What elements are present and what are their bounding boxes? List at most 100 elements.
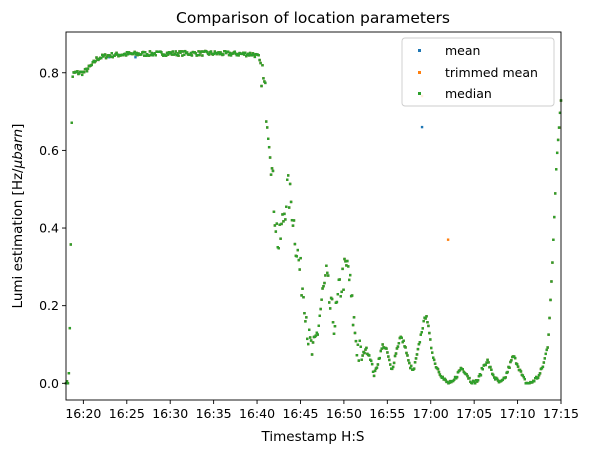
point-median — [165, 51, 169, 55]
point-median — [386, 351, 389, 354]
point-median — [182, 50, 185, 53]
point-median — [228, 51, 232, 55]
point-median — [82, 71, 86, 74]
point-median — [283, 212, 286, 216]
point-median — [292, 219, 296, 222]
point-median — [308, 328, 311, 332]
point-median — [260, 84, 263, 88]
point-median — [104, 56, 108, 60]
point-median — [90, 63, 93, 67]
point-median — [178, 50, 181, 53]
point-median — [380, 347, 383, 350]
point-median — [496, 379, 500, 382]
point-median — [348, 278, 351, 282]
point-median — [113, 54, 116, 57]
point-median — [270, 167, 274, 170]
point-median — [296, 248, 299, 252]
point-median — [183, 53, 186, 56]
point-median — [293, 242, 297, 246]
point-median — [396, 345, 400, 348]
point-median — [305, 316, 308, 319]
point-median — [237, 54, 240, 57]
point-median — [389, 363, 392, 366]
point-median — [226, 50, 230, 53]
point-median — [373, 369, 377, 373]
point-median — [287, 206, 291, 209]
point-median — [345, 264, 348, 267]
point-median — [493, 378, 497, 381]
point-median — [378, 356, 381, 360]
point-median — [217, 51, 220, 54]
point-median — [408, 361, 411, 365]
legend: mean trimmed mean median — [401, 37, 555, 107]
point-median — [184, 49, 187, 53]
point-median — [251, 52, 255, 55]
y-axis-ticks: 0.0 0.2 0.4 0.6 0.8 — [39, 65, 66, 391]
x-tick-label: 16:55 — [369, 406, 405, 421]
point-median — [110, 52, 113, 55]
point-median — [461, 368, 464, 371]
point-median — [245, 54, 248, 58]
point-median — [123, 52, 127, 55]
point-median — [170, 53, 174, 56]
point-median — [510, 359, 513, 362]
point-median — [341, 267, 344, 271]
point-median — [552, 238, 555, 241]
point-median — [361, 354, 364, 357]
y-axis-label-suffix: ] — [10, 124, 26, 129]
point-median — [354, 339, 358, 343]
point-median — [347, 265, 350, 268]
point-median — [212, 52, 216, 55]
point-median — [416, 347, 420, 351]
point-median — [379, 349, 382, 353]
point-median — [545, 348, 548, 352]
point-median — [376, 363, 380, 366]
point-median — [368, 354, 371, 357]
point-median — [355, 354, 359, 357]
point-median — [316, 333, 319, 336]
point-median — [486, 358, 489, 362]
point-median — [466, 374, 469, 378]
point-median — [452, 378, 456, 381]
point-median — [422, 319, 425, 323]
point-median — [484, 363, 487, 367]
point-median — [242, 51, 245, 54]
point-median — [519, 370, 523, 373]
point-median — [514, 356, 517, 360]
point-median — [340, 290, 343, 294]
chart-title: Comparison of location parameters — [176, 9, 450, 27]
point-median — [271, 169, 275, 173]
point-median — [328, 301, 331, 304]
point-median — [490, 368, 493, 371]
point-median — [263, 80, 266, 83]
point-median — [69, 243, 72, 246]
point-median — [85, 70, 89, 73]
point-median — [487, 361, 490, 364]
point-median — [493, 376, 496, 379]
point-median — [80, 70, 83, 74]
point-mean — [420, 125, 424, 129]
point-median — [246, 52, 250, 56]
point-median — [284, 218, 287, 221]
point-median — [555, 168, 558, 171]
point-median — [388, 358, 391, 362]
point-median — [321, 287, 324, 290]
point-median — [433, 362, 437, 365]
point-median — [476, 379, 480, 382]
point-median — [144, 54, 148, 57]
point-median — [443, 377, 446, 380]
point-median — [535, 375, 538, 379]
point-median — [233, 50, 237, 53]
point-median — [356, 343, 360, 346]
point-median — [84, 67, 88, 71]
point-median — [412, 367, 416, 370]
point-median — [325, 264, 328, 267]
point-median — [454, 377, 458, 380]
point-median — [473, 382, 477, 385]
point-median — [126, 53, 130, 56]
point-median — [185, 51, 189, 54]
point-median — [234, 52, 237, 56]
point-median — [150, 51, 154, 55]
point-median — [333, 325, 337, 328]
